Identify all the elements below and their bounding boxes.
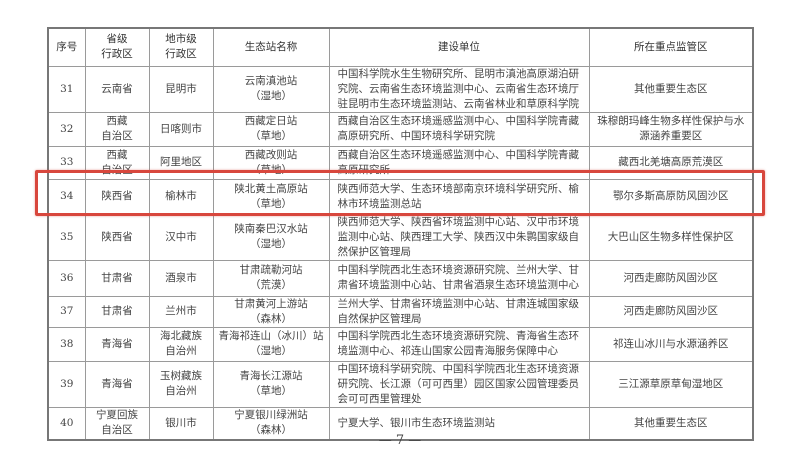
cell-station: 西藏改则站 （草地） (212, 145, 330, 180)
cell-no: 38 (47, 326, 86, 362)
cell-zone: 珠穆朗玛峰生物多样性保护与水源涵养重要区 (588, 111, 754, 147)
cell-province: 甘肃省 (84, 259, 150, 297)
table-row: 40 宁夏回族 自治区 银川市 宁夏银川绿洲站 （森林） 宁夏大学、银川市生态环境监测站… (47, 406, 754, 441)
cell-station: 青海长江源站 （草地） (212, 360, 330, 408)
cell-city: 汉中市 (148, 213, 214, 261)
cell-city: 阿里地区 (148, 145, 214, 180)
highlight-box-row-34 (35, 170, 765, 216)
cell-no: 40 (47, 406, 86, 441)
table-row: 32 西藏 自治区 日喀则市 西藏定日站 （草地） 西藏自治区生态环境遥感监测中心、中国… (47, 111, 754, 147)
cell-city: 玉树藏族 自治州 (148, 360, 214, 408)
page-number: — 7 — (378, 433, 422, 448)
cell-no: 34 (47, 178, 86, 215)
table-row: 36 甘肃省 酒泉市 甘肃疏勒河站 （荒漠） 中国科学院西北生态环境资源研究院、兰州大学… (47, 259, 754, 297)
header-city: 地市级 行政区 (148, 27, 214, 67)
cell-city: 酒泉市 (148, 259, 214, 297)
cell-zone: 祁连山冰川与水源涵养区 (588, 326, 754, 362)
table-row: 39 青海省 玉树藏族 自治州 青海长江源站 （草地） 中国环境科学研究院、中国科学院西… (47, 360, 754, 408)
cell-no: 33 (47, 145, 86, 180)
cell-zone: 河西走廊防风固沙区 (588, 259, 754, 297)
cell-city: 昆明市 (148, 65, 214, 113)
header-builder: 建设单位 (328, 27, 590, 67)
cell-province: 青海省 (84, 326, 150, 362)
cell-zone: 三江源草原草甸湿地区 (588, 360, 754, 408)
table-header-row: 序号 省级 行政区 地市级 行政区 生态站名称 建设单位 所在重点监管区 (47, 27, 754, 67)
cell-province: 西藏 自治区 (84, 111, 150, 147)
cell-station: 甘肃疏勒河站 （荒漠） (212, 259, 330, 297)
cell-city: 榆林市 (148, 178, 214, 215)
cell-builder: 中国科学院西北生态环境资源研究院、兰州大学、甘肃省环境监测中心站、甘肃省酒泉生态… (328, 259, 590, 297)
header-province: 省级 行政区 (84, 27, 150, 67)
cell-city: 日喀则市 (148, 111, 214, 147)
cell-builder: 中国环境科学研究院、中国科学院西北生态环境资源研究院、长江源（可可西里）园区国家… (328, 360, 590, 408)
header-zone: 所在重点监管区 (588, 27, 754, 67)
cell-builder: 陕西师范大学、陕西省环境监测中心站、汉中市环境监测中心站、陕西理工大学、陕西汉中… (328, 213, 590, 261)
cell-station: 青海祁连山（冰川）站 （湿地） (212, 326, 330, 362)
cell-station: 宁夏银川绿洲站 （森林） (212, 406, 330, 441)
cell-station: 西藏定日站 （草地） (212, 111, 330, 147)
cell-builder: 宁夏大学、银川市生态环境监测站 (328, 406, 590, 441)
cell-builder: 兰州大学、甘肃省环境监测中心站、甘肃连城国家级自然保护区管理局 (328, 295, 590, 328)
cell-builder: 中国科学院西北生态环境资源研究院、青海省生态环境监测中心、祁连山国家公园青海服务… (328, 326, 590, 362)
cell-builder: 陕西师范大学、生态环境部南京环境科学研究所、榆林市环境监测总站 (328, 178, 590, 215)
cell-builder: 西藏自治区生态环境遥感监测中心、中国科学院青藏高原研究所 (328, 145, 590, 180)
cell-zone: 鄂尔多斯高原防风固沙区 (588, 178, 754, 215)
table-row: 31 云南省 昆明市 云南滇池站 （湿地） 中国科学院水生生物研究所、昆明市滇池高原湖泊… (47, 65, 754, 113)
cell-city: 银川市 (148, 406, 214, 441)
table-row: 34 陕西省 榆林市 陕北黄土高原站 （草地） 陕西师范大学、生态环境部南京环境科学研究… (47, 178, 754, 215)
table-row: 38 青海省 海北藏族 自治州 青海祁连山（冰川）站 （湿地） 中国科学院西北生态环境资… (47, 326, 754, 362)
header-no: 序号 (47, 27, 86, 67)
table-row: 37 甘肃省 兰州市 甘肃黄河上游站 （森林） 兰州大学、甘肃省环境监测中心站、甘肃连城… (47, 295, 754, 328)
cell-builder: 西藏自治区生态环境遥感监测中心、中国科学院青藏高原研究所、中国环境科学研究院 (328, 111, 590, 147)
cell-zone: 大巴山区生物多样性保护区 (588, 213, 754, 261)
cell-no: 32 (47, 111, 86, 147)
cell-no: 37 (47, 295, 86, 328)
cell-province: 陕西省 (84, 213, 150, 261)
cell-no: 39 (47, 360, 86, 408)
cell-province: 云南省 (84, 65, 150, 113)
table-row: 33 西藏 自治区 阿里地区 西藏改则站 （草地） 西藏自治区生态环境遥感监测中心、中国… (47, 145, 754, 180)
cell-province: 宁夏回族 自治区 (84, 406, 150, 441)
cell-province: 青海省 (84, 360, 150, 408)
cell-city: 海北藏族 自治州 (148, 326, 214, 362)
cell-no: 35 (47, 213, 86, 261)
cell-station: 云南滇池站 （湿地） (212, 65, 330, 113)
cell-zone: 其他重要生态区 (588, 406, 754, 441)
cell-zone: 河西走廊防风固沙区 (588, 295, 754, 328)
cell-station: 甘肃黄河上游站 （森林） (212, 295, 330, 328)
cell-station: 陕南秦巴汉水站 （湿地） (212, 213, 330, 261)
header-station: 生态站名称 (212, 27, 330, 67)
cell-no: 36 (47, 259, 86, 297)
cell-no: 31 (47, 65, 86, 113)
table-row: 35 陕西省 汉中市 陕南秦巴汉水站 （湿地） 陕西师范大学、陕西省环境监测中心站、汉中… (47, 213, 754, 261)
cell-zone: 其他重要生态区 (588, 65, 754, 113)
cell-province: 甘肃省 (84, 295, 150, 328)
cell-city: 兰州市 (148, 295, 214, 328)
cell-zone: 藏西北羌塘高原荒漠区 (588, 145, 754, 180)
station-table: 序号 省级 行政区 地市级 行政区 生态站名称 建设单位 所在重点监管区 31 云南省 昆明市… (47, 27, 754, 441)
cell-builder: 中国科学院水生生物研究所、昆明市滇池高原湖泊研究院、云南省生态环境监测中心、云南… (328, 65, 590, 113)
